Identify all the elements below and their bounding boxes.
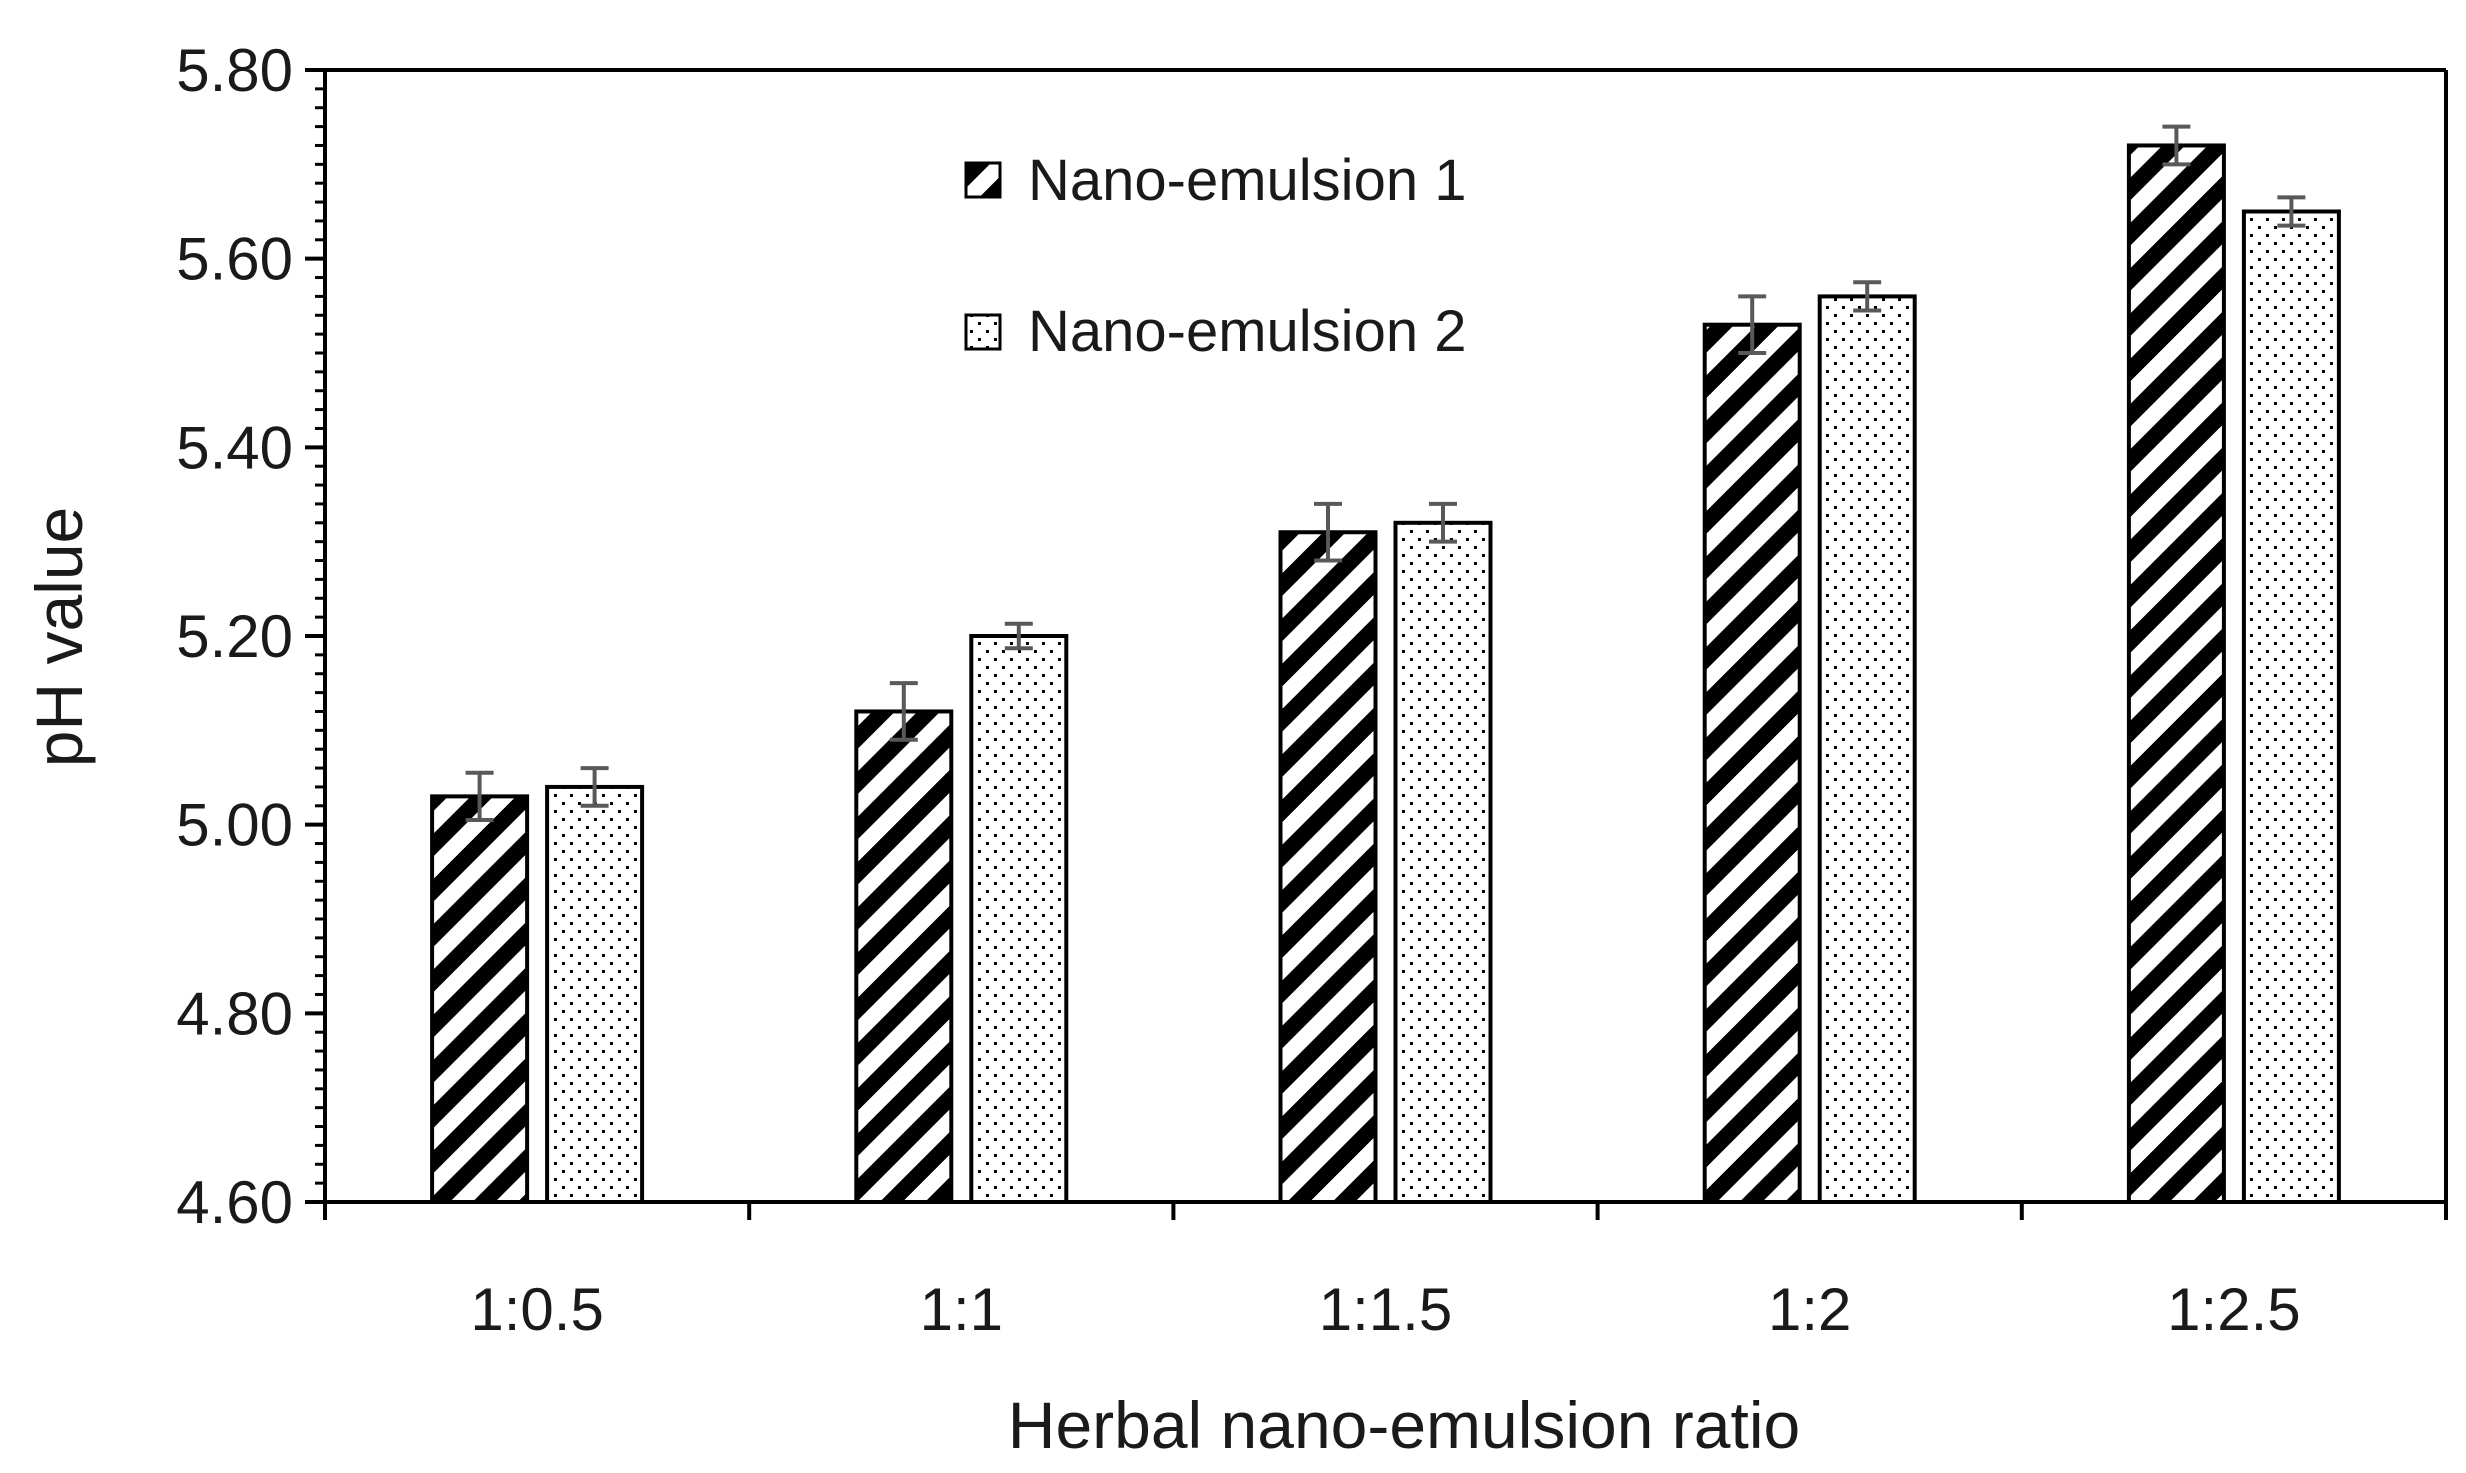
y-tick-label: 5.60 <box>176 226 293 293</box>
bar-series-2-1:1 <box>969 634 1069 1204</box>
error-bar-series-1-1:1.5 <box>1314 501 1342 563</box>
y-axis-ticks: 4.60 4.80 5.00 5.20 5.40 5.60 5.80 <box>176 37 325 1236</box>
y-tick-label: 5.80 <box>176 37 293 104</box>
y-tick-label: 5.20 <box>176 603 293 670</box>
error-bar-series-1-1:1 <box>889 681 918 742</box>
bar-series-1-1:1 <box>854 709 954 1204</box>
legend-swatch-nano-emulsion-2 <box>964 313 1002 351</box>
error-bar-series-2-1:1.5 <box>1429 501 1457 544</box>
bar-series-2-1:2.5 <box>2241 209 2341 1204</box>
bar-series-2-1:0.5 <box>545 784 645 1205</box>
bar-series-2-1:1.5 <box>1393 520 1493 1204</box>
y-tick-label: 4.80 <box>176 980 293 1047</box>
legend: Nano-emulsion 1 Nano-emulsion 2 <box>964 148 1466 364</box>
bar-series-2-1:2 <box>1817 294 1917 1204</box>
legend-swatch-nano-emulsion-1 <box>964 161 1002 199</box>
x-axis-ticks: 1:0.5 1:1 1:1.5 1:2 1:2.5 <box>323 1202 2448 1343</box>
y-tick-label: 4.60 <box>176 1169 293 1236</box>
y-tick-label: 5.40 <box>176 414 293 481</box>
error-bar-series-2-1:1 <box>1004 621 1033 651</box>
y-axis-title: pH value <box>22 507 96 768</box>
error-bar-series-2-1:0.5 <box>580 766 609 808</box>
bar-series-1-1:2.5 <box>2126 143 2226 1204</box>
legend-item-nano-emulsion-1: Nano-emulsion 1 <box>964 148 1466 213</box>
x-tick-label: 1:1.5 <box>1319 1276 1452 1343</box>
error-bar-series-2-1:2 <box>1853 280 1882 313</box>
error-bar-series-1-1:0.5 <box>465 770 494 822</box>
error-bar-series-1-1:2.5 <box>2162 124 2191 167</box>
error-bars-layer <box>465 124 2306 822</box>
legend-label-nano-emulsion-1: Nano-emulsion 1 <box>1028 148 1466 213</box>
x-axis-title: Herbal nano-emulsion ratio <box>1008 1388 1800 1462</box>
legend-label-nano-emulsion-2: Nano-emulsion 2 <box>1028 299 1466 364</box>
bar-series-1-1:1.5 <box>1278 530 1378 1204</box>
x-tick-label: 1:2.5 <box>2167 1276 2300 1343</box>
error-bar-series-1-1:2 <box>1738 294 1767 355</box>
bar-series-1-1:2 <box>1702 322 1802 1204</box>
y-tick-label: 5.00 <box>176 792 293 859</box>
x-tick-label: 1:2 <box>1768 1276 1851 1343</box>
bar-series-1-1:0.5 <box>430 794 530 1204</box>
x-tick-label: 1:0.5 <box>470 1276 603 1343</box>
legend-item-nano-emulsion-2: Nano-emulsion 2 <box>964 299 1466 364</box>
error-bar-series-2-1:2.5 <box>2277 195 2306 228</box>
x-tick-label: 1:1 <box>920 1276 1003 1343</box>
